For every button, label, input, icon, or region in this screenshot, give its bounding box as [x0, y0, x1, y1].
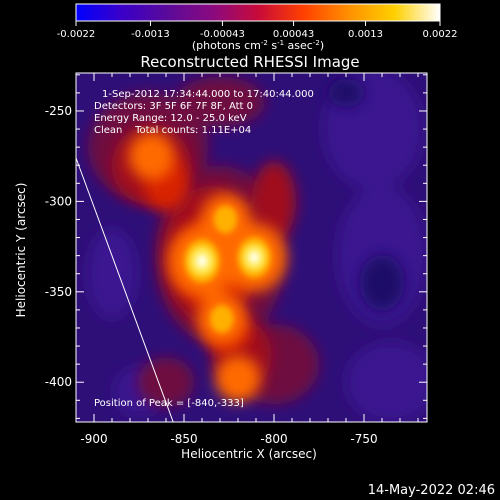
emission-blob [360, 254, 404, 311]
emission-blob [128, 132, 175, 181]
y-tick-label: -400 [45, 375, 72, 389]
colorbar-tick-label: -0.0013 [131, 29, 170, 40]
emission-layer-core [196, 251, 260, 269]
x-tick-label: -750 [350, 432, 377, 446]
emission-blob [248, 251, 260, 264]
emission-blob [87, 228, 137, 319]
colorbar-ticks: -0.0022 -0.0013 -0.00043 0.00043 0.0013 0.002… [57, 21, 458, 40]
emission-blob [346, 342, 427, 422]
solar-limb-line [76, 157, 174, 422]
x-axis: -900 -850 -800 -750 [80, 73, 419, 446]
observation-info: 1-Sep-2012 17:34:44.000 to 17:40:44.000 … [94, 89, 314, 136]
footer-timestamp: 14-May-2022 02:46 [368, 483, 495, 498]
emission-blob [215, 355, 261, 402]
emission-blob [252, 161, 296, 242]
info-line-4: Clean Total counts: 1.11E+04 [94, 125, 251, 136]
y-tick-label: -300 [45, 194, 72, 208]
colorbar-tick-label: 0.0022 [423, 29, 458, 40]
colorbar-tick-label: 0.0013 [348, 29, 383, 40]
emission-blob [196, 254, 208, 269]
unit-exp-2: -1 [277, 39, 284, 47]
colorbar-gradient [75, 3, 441, 22]
info-line-1: 1-Sep-2012 17:34:44.000 to 17:40:44.000 [102, 89, 314, 100]
colorbar-tick-label: 0.00043 [273, 29, 314, 40]
emission-blob [138, 357, 194, 408]
unit-mid: s [268, 39, 277, 52]
emission-map [87, 73, 427, 422]
emission-layer-deep [328, 78, 404, 311]
info-line-3: Energy Range: 12.0 - 25.0 keV [94, 113, 247, 124]
peak-position-label: Position of Peak = [-840,-333] [94, 398, 244, 409]
chart-title: Reconstructed RHESSI Image [140, 53, 359, 71]
x-tick-label: -800 [260, 432, 287, 446]
unit-exp-3: -2 [313, 39, 320, 47]
colorbar: -0.0022 -0.0013 -0.00043 0.00043 0.0013 0.002… [57, 3, 458, 52]
unit-label-text: (photons cm [192, 39, 261, 52]
colorbar-tick-label: -0.0022 [57, 29, 96, 40]
x-tick-label: -850 [170, 432, 197, 446]
unit-tail: asec [284, 39, 313, 52]
y-tick-label: -350 [45, 285, 72, 299]
plot-frame [75, 72, 428, 423]
plot-area [76, 73, 427, 422]
emission-layer-amber [184, 205, 272, 333]
y-tick-label: -250 [45, 104, 72, 118]
x-axis-label: Heliocentric X (arcsec) [181, 447, 317, 461]
y-axis: -250 -300 -350 -400 [45, 74, 427, 419]
emission-blob [328, 78, 364, 107]
colorbar-tick-label: -0.00043 [200, 29, 245, 40]
colorbar-unit-label: (photons cm-2 s-1 asec-2) [192, 39, 324, 52]
unit-exp-1: -2 [261, 39, 268, 47]
x-tick-label: -900 [80, 432, 107, 446]
emission-blob [210, 305, 234, 333]
unit-close: ) [320, 39, 324, 52]
y-axis-label: Heliocentric Y (arcsec) [14, 183, 28, 318]
info-line-2: Detectors: 3F 5F 6F 7F 8F, Att 0 [94, 101, 253, 112]
emission-blob [175, 76, 265, 127]
emission-blob [213, 205, 238, 234]
